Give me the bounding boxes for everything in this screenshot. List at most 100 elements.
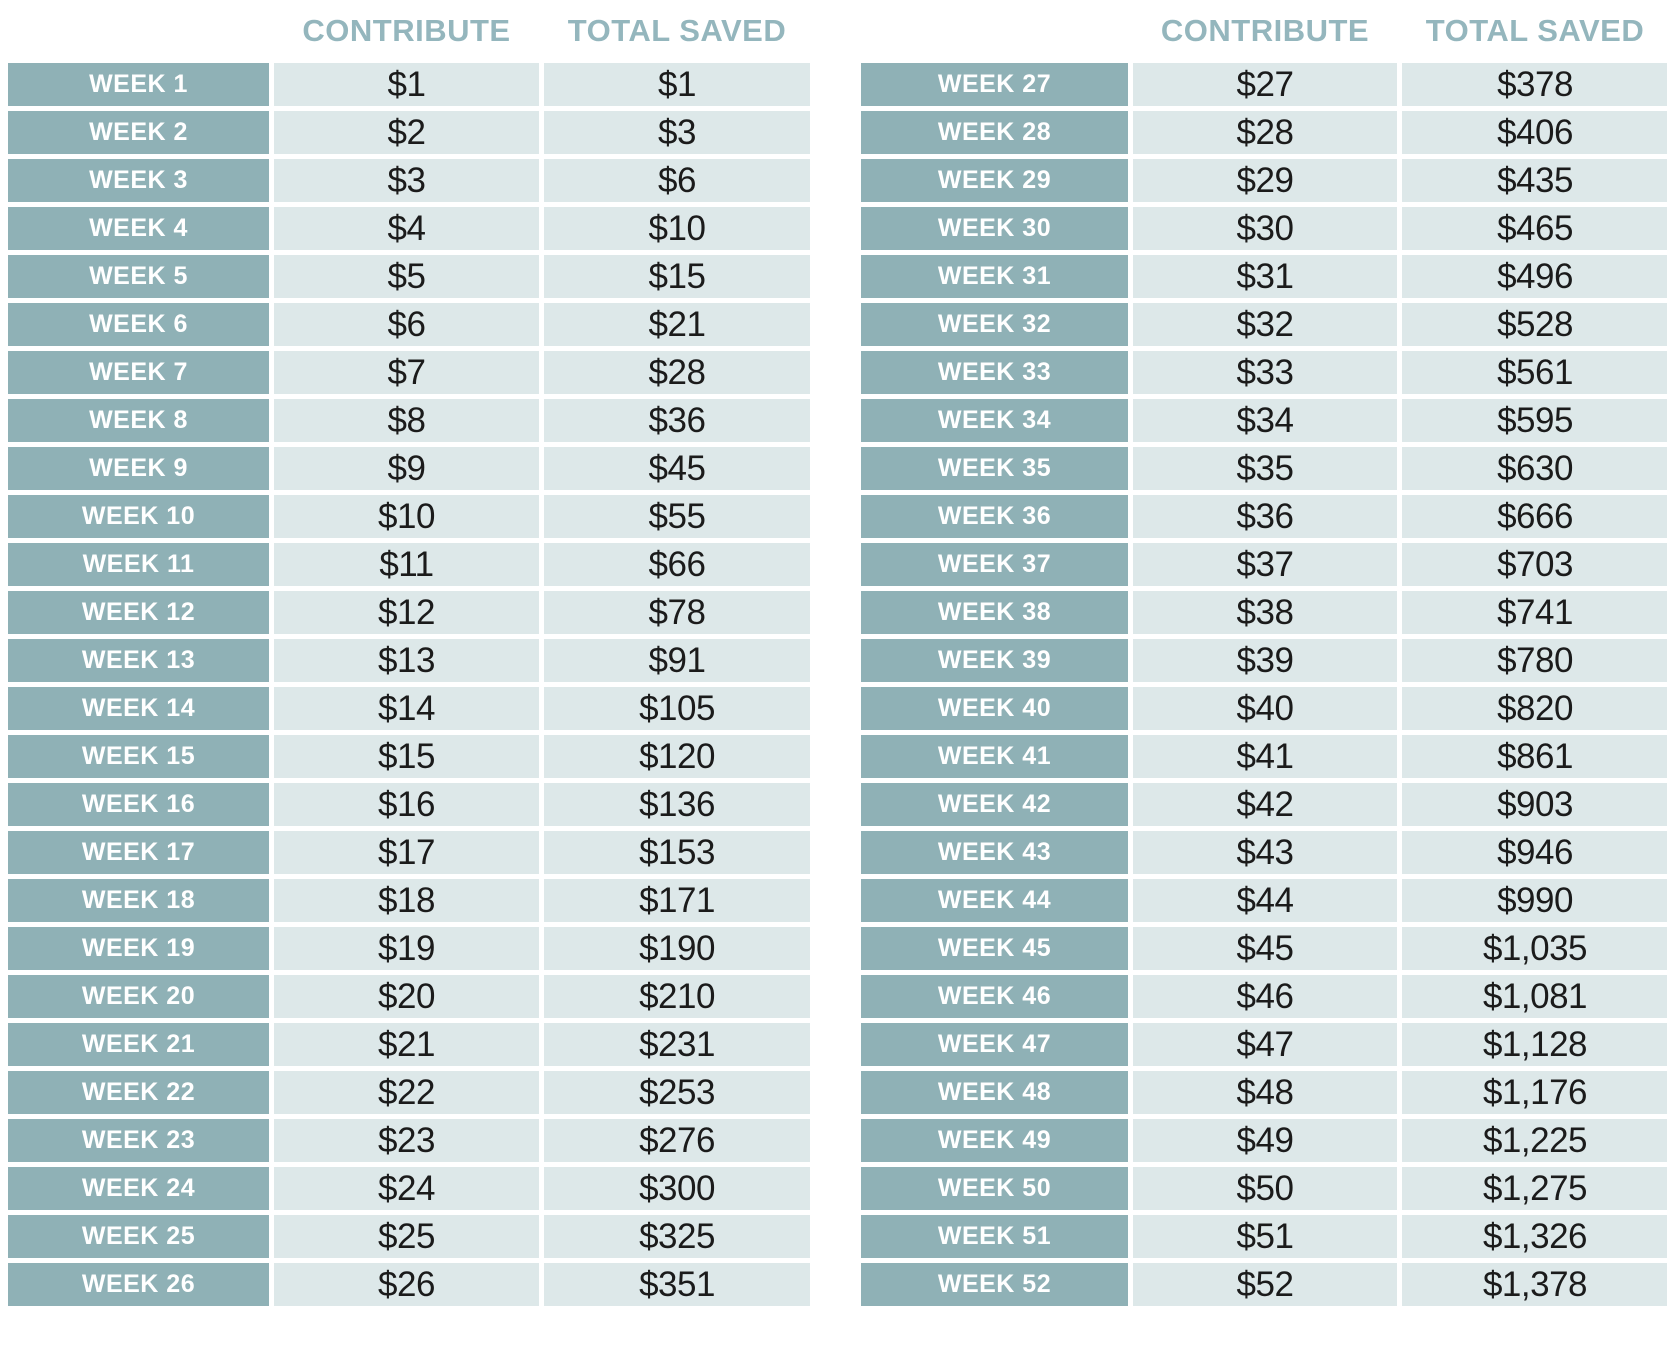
week-label-cell: WEEK 31 (861, 255, 1128, 298)
total-saved-amount-cell: $253 (544, 1071, 810, 1114)
week-label-cell: WEEK 27 (861, 63, 1128, 106)
week-label-cell: WEEK 51 (861, 1215, 1128, 1258)
contribute-amount-cell: $39 (1133, 639, 1397, 682)
week-label-cell: WEEK 47 (861, 1023, 1128, 1066)
week-label-cell: WEEK 23 (8, 1119, 269, 1162)
contribute-amount-cell: $34 (1133, 399, 1397, 442)
week-column-header-spacer (8, 49, 269, 58)
total-saved-amount-cell: $6 (544, 159, 810, 202)
total-saved-amount-cell: $435 (1402, 159, 1667, 202)
total-saved-amount-cell: $630 (1402, 447, 1667, 490)
total-saved-column-header: TOTAL SAVED (1425, 13, 1645, 48)
week-label-cell: WEEK 40 (861, 687, 1128, 730)
week-label-cell: WEEK 28 (861, 111, 1128, 154)
week-label-cell: WEEK 32 (861, 303, 1128, 346)
contribute-amount-cell: $20 (274, 975, 539, 1018)
total-saved-amount-cell: $91 (544, 639, 810, 682)
total-saved-amount-cell: $703 (1402, 543, 1667, 586)
total-saved-amount-cell: $666 (1402, 495, 1667, 538)
total-saved-amount-cell: $1,225 (1402, 1119, 1667, 1162)
contribute-amount-cell: $19 (274, 927, 539, 970)
contribute-amount-cell: $45 (1133, 927, 1397, 970)
week-label-cell: WEEK 18 (8, 879, 269, 922)
week-label-cell: WEEK 7 (8, 351, 269, 394)
total-saved-amount-cell: $210 (544, 975, 810, 1018)
total-saved-amount-cell: $21 (544, 303, 810, 346)
contribute-amount-cell: $46 (1133, 975, 1397, 1018)
week-label-cell: WEEK 43 (861, 831, 1128, 874)
contribute-amount-cell: $44 (1133, 879, 1397, 922)
week-label-cell: WEEK 45 (861, 927, 1128, 970)
total-saved-amount-cell: $1,176 (1402, 1071, 1667, 1114)
total-saved-amount-cell: $406 (1402, 111, 1667, 154)
contribute-amount-cell: $24 (274, 1167, 539, 1210)
total-saved-amount-cell: $153 (544, 831, 810, 874)
contribute-amount-cell: $16 (274, 783, 539, 826)
week-label-cell: WEEK 16 (8, 783, 269, 826)
total-saved-amount-cell: $78 (544, 591, 810, 634)
total-saved-amount-cell: $1,326 (1402, 1215, 1667, 1258)
contribute-amount-cell: $49 (1133, 1119, 1397, 1162)
contribute-amount-cell: $37 (1133, 543, 1397, 586)
week-label-cell: WEEK 24 (8, 1167, 269, 1210)
total-saved-amount-cell: $528 (1402, 303, 1667, 346)
total-saved-amount-cell: $136 (544, 783, 810, 826)
total-saved-amount-cell: $990 (1402, 879, 1667, 922)
week-label-cell: WEEK 26 (8, 1263, 269, 1306)
total-saved-amount-cell: $325 (544, 1215, 810, 1258)
total-saved-amount-cell: $66 (544, 543, 810, 586)
table-weeks-1-26: CONTRIBUTE TOTAL SAVED WEEK 1 $1 $1 WEEK… (8, 0, 810, 1306)
contribute-amount-cell: $32 (1133, 303, 1397, 346)
contribute-amount-cell: $47 (1133, 1023, 1397, 1066)
total-saved-amount-cell: $861 (1402, 735, 1667, 778)
week-column-header-spacer (861, 49, 1128, 58)
contribute-amount-cell: $26 (274, 1263, 539, 1306)
week-label-cell: WEEK 5 (8, 255, 269, 298)
contribute-column-header: CONTRIBUTE (1160, 13, 1370, 48)
total-saved-amount-cell: $231 (544, 1023, 810, 1066)
contribute-amount-cell: $10 (274, 495, 539, 538)
week-label-cell: WEEK 50 (861, 1167, 1128, 1210)
week-label-cell: WEEK 38 (861, 591, 1128, 634)
contribute-amount-cell: $51 (1133, 1215, 1397, 1258)
week-label-cell: WEEK 9 (8, 447, 269, 490)
contribute-amount-cell: $27 (1133, 63, 1397, 106)
week-label-cell: WEEK 11 (8, 543, 269, 586)
total-saved-amount-cell: $276 (544, 1119, 810, 1162)
total-saved-amount-cell: $946 (1402, 831, 1667, 874)
total-saved-amount-cell: $378 (1402, 63, 1667, 106)
week-label-cell: WEEK 33 (861, 351, 1128, 394)
week-label-cell: WEEK 52 (861, 1263, 1128, 1306)
contribute-amount-cell: $3 (274, 159, 539, 202)
total-saved-amount-cell: $820 (1402, 687, 1667, 730)
contribute-amount-cell: $42 (1133, 783, 1397, 826)
contribute-amount-cell: $1 (274, 63, 539, 106)
contribute-amount-cell: $5 (274, 255, 539, 298)
week-label-cell: WEEK 37 (861, 543, 1128, 586)
contribute-amount-cell: $14 (274, 687, 539, 730)
total-saved-amount-cell: $1,275 (1402, 1167, 1667, 1210)
week-label-cell: WEEK 3 (8, 159, 269, 202)
week-label-cell: WEEK 13 (8, 639, 269, 682)
week-label-cell: WEEK 44 (861, 879, 1128, 922)
contribute-amount-cell: $9 (274, 447, 539, 490)
total-saved-amount-cell: $465 (1402, 207, 1667, 250)
week-label-cell: WEEK 19 (8, 927, 269, 970)
week-label-cell: WEEK 46 (861, 975, 1128, 1018)
contribute-amount-cell: $15 (274, 735, 539, 778)
week-label-cell: WEEK 39 (861, 639, 1128, 682)
week-label-cell: WEEK 48 (861, 1071, 1128, 1114)
contribute-amount-cell: $25 (274, 1215, 539, 1258)
contribute-amount-cell: $48 (1133, 1071, 1397, 1114)
week-label-cell: WEEK 6 (8, 303, 269, 346)
week-label-cell: WEEK 41 (861, 735, 1128, 778)
contribute-amount-cell: $6 (274, 303, 539, 346)
total-saved-amount-cell: $1,378 (1402, 1263, 1667, 1306)
contribute-amount-cell: $40 (1133, 687, 1397, 730)
total-saved-amount-cell: $351 (544, 1263, 810, 1306)
total-saved-amount-cell: $120 (544, 735, 810, 778)
total-saved-amount-cell: $105 (544, 687, 810, 730)
total-saved-amount-cell: $1 (544, 63, 810, 106)
week-label-cell: WEEK 42 (861, 783, 1128, 826)
week-label-cell: WEEK 10 (8, 495, 269, 538)
